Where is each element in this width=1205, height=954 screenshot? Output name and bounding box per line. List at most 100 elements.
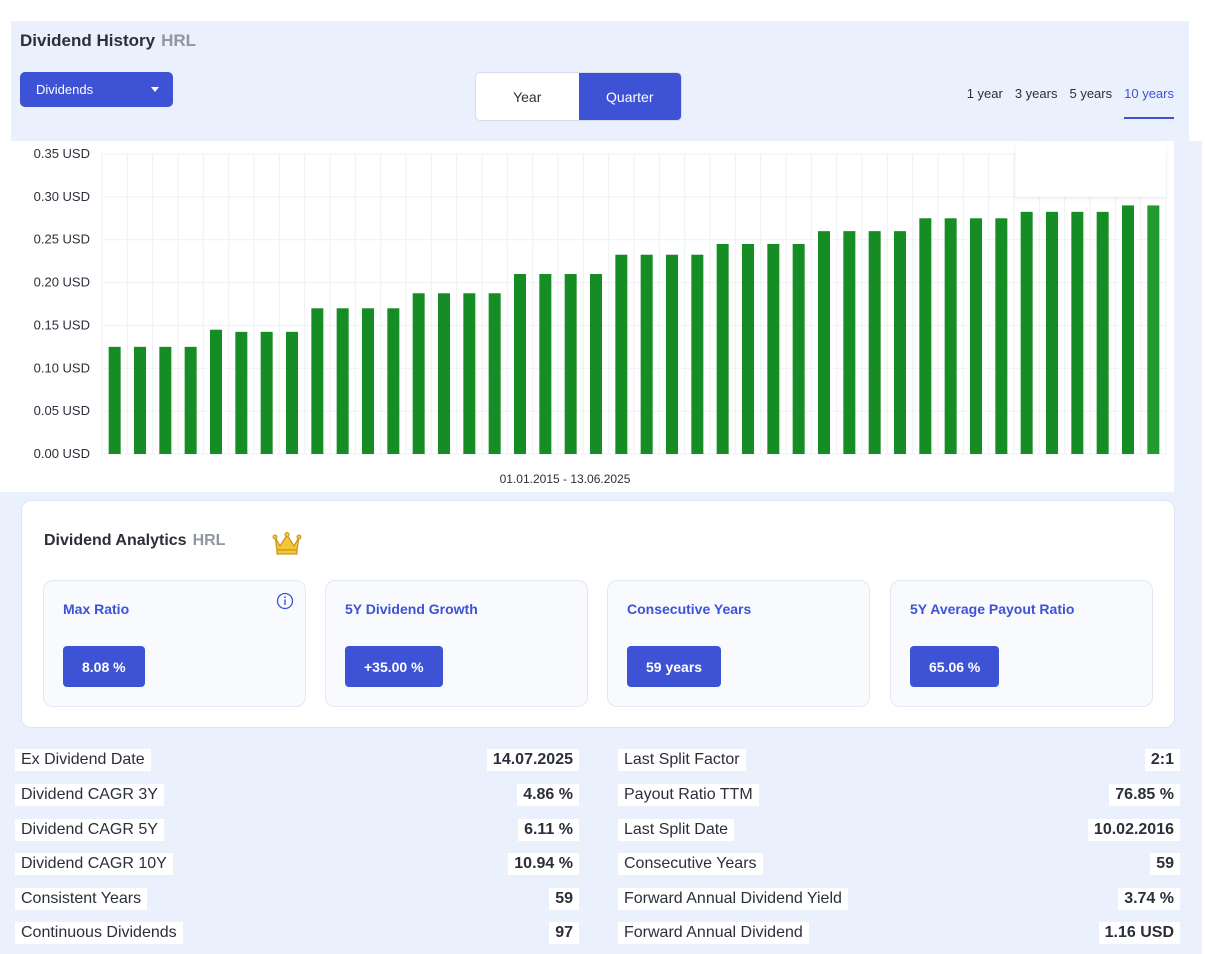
dividend-bar[interactable]: [210, 329, 222, 454]
stat-row: Dividend CAGR 5Y 6.11 %: [15, 819, 579, 841]
dividend-bar[interactable]: [159, 346, 172, 454]
dividend-bar[interactable]: [235, 331, 248, 454]
y-tick-label: 0.00 USD: [34, 446, 90, 461]
dividend-bar[interactable]: [564, 274, 577, 454]
card-label: Consecutive Years: [627, 601, 752, 617]
dividend-bar[interactable]: [362, 308, 374, 454]
stat-value: 59: [1150, 853, 1180, 875]
stat-label: Consecutive Years: [618, 853, 763, 875]
stat-value: 10.02.2016: [1087, 819, 1180, 841]
dividend-bar[interactable]: [666, 254, 678, 454]
y-tick-label: 0.35 USD: [34, 146, 90, 161]
dividend-growth-card: 5Y Dividend Growth +35.00 %: [325, 580, 588, 707]
stat-row: Forward Annual Dividend 1.16 USD: [618, 922, 1180, 944]
dividend-bar[interactable]: [260, 331, 273, 454]
dividend-bar[interactable]: [1020, 211, 1033, 454]
dividend-bar[interactable]: [716, 244, 729, 454]
y-tick-label: 0.30 USD: [34, 189, 90, 204]
dividend-bar[interactable]: [919, 218, 932, 454]
dividend-bar[interactable]: [1147, 205, 1160, 454]
dividend-bar[interactable]: [1046, 211, 1058, 454]
range-3-years[interactable]: 3 years: [1014, 86, 1058, 101]
dividend-bar[interactable]: [1122, 205, 1134, 454]
card-value: 59 years: [627, 646, 722, 687]
ticker-label: HRL: [161, 31, 197, 50]
stat-row: Last Split Date 10.02.2016: [618, 819, 1180, 841]
dividend-bar[interactable]: [995, 218, 1008, 454]
dividend-bar[interactable]: [108, 346, 121, 454]
dividend-bar[interactable]: [615, 254, 628, 454]
stat-row: Last Split Factor 2:1: [618, 749, 1180, 771]
info-icon[interactable]: [276, 592, 294, 615]
dividend-bar-chart: 0.00 USD 0.05 USD 0.10 USD 0.15 USD 0.20 USD…: [34, 146, 1167, 461]
metric-dropdown-value: Dividends: [36, 82, 94, 97]
stat-row: Continuous Dividends 97: [15, 922, 579, 944]
stat-value: 3.74 %: [1118, 888, 1180, 910]
card-value: 8.08 %: [63, 646, 145, 687]
dividend-bar[interactable]: [1096, 211, 1109, 454]
y-tick-label: 0.20 USD: [34, 275, 90, 290]
dividend-bar[interactable]: [134, 346, 146, 454]
dividend-bar[interactable]: [412, 293, 425, 454]
consecutive-years-card: Consecutive Years 59 years: [607, 580, 870, 707]
period-year-button[interactable]: Year: [513, 88, 542, 105]
dividend-bar[interactable]: [336, 308, 349, 454]
dividend-bar[interactable]: [818, 231, 830, 454]
y-tick-label: 0.10 USD: [34, 360, 90, 375]
stat-value: 10.94 %: [508, 853, 579, 875]
stat-label: Forward Annual Dividend: [618, 922, 809, 944]
analytics-ticker: HRL: [192, 532, 226, 549]
stat-label: Consistent Years: [15, 888, 148, 910]
y-tick-label: 0.25 USD: [34, 232, 90, 247]
range-10-years[interactable]: 10 years: [1124, 86, 1174, 119]
card-value: 65.06 %: [910, 646, 1000, 687]
dividend-bar[interactable]: [514, 274, 526, 454]
dividend-analytics-card: Dividend Analytics HRL Max Ratio 8.08 % 5…: [21, 500, 1175, 728]
y-tick-label: 0.15 USD: [34, 317, 90, 332]
stat-label: Dividend CAGR 3Y: [15, 784, 164, 806]
card-value: +35.00 %: [345, 646, 443, 687]
range-5-years[interactable]: 5 years: [1069, 86, 1113, 101]
dividend-bar[interactable]: [970, 218, 982, 454]
dividend-bar[interactable]: [868, 231, 881, 454]
dividend-bar[interactable]: [438, 293, 450, 454]
stat-row: Dividend CAGR 3Y 4.86 %: [15, 784, 579, 806]
dividend-bar[interactable]: [488, 293, 501, 454]
crown-icon: [272, 530, 302, 561]
dividend-bar[interactable]: [539, 274, 552, 454]
dividend-bar[interactable]: [590, 274, 602, 454]
page-title-text: Dividend History: [20, 31, 156, 50]
stat-value: 59: [549, 888, 579, 910]
dividend-bar[interactable]: [463, 293, 476, 454]
stat-value: 1.16 USD: [1098, 922, 1180, 944]
dividend-bar[interactable]: [843, 231, 856, 454]
dividend-bar[interactable]: [184, 346, 197, 454]
dividend-bar[interactable]: [894, 231, 906, 454]
card-label: Max Ratio: [63, 601, 130, 617]
dividend-bar[interactable]: [1071, 211, 1084, 454]
dividend-bar[interactable]: [767, 244, 780, 454]
dividend-bar[interactable]: [640, 254, 653, 454]
dividend-bar[interactable]: [311, 308, 324, 454]
range-selector: 1 year 3 years 5 years 10 years: [967, 86, 1174, 119]
period-quarter-button[interactable]: Quarter: [578, 73, 681, 120]
y-tick-label: 0.05 USD: [34, 403, 90, 418]
period-toggle: Year Quarter: [475, 72, 682, 121]
stat-value: 2:1: [1144, 749, 1180, 771]
stat-row: Dividend CAGR 10Y 10.94 %: [15, 853, 579, 875]
caret-down-icon: [151, 87, 159, 92]
metric-dropdown[interactable]: Dividends: [20, 72, 173, 107]
chart-tooltip: [1016, 141, 1166, 197]
stat-row: Ex Dividend Date 14.07.2025: [15, 749, 579, 771]
dividend-bar[interactable]: [286, 331, 298, 454]
dividend-bar[interactable]: [944, 218, 957, 454]
dividend-bar[interactable]: [691, 254, 704, 454]
card-label: 5Y Dividend Growth: [345, 601, 478, 617]
stat-row: Consecutive Years 59: [618, 853, 1180, 875]
panel-edge: [1174, 141, 1202, 492]
range-1-year[interactable]: 1 year: [966, 86, 1003, 101]
dividend-bar[interactable]: [792, 244, 805, 454]
dividend-bar[interactable]: [387, 308, 400, 454]
dividend-bar[interactable]: [742, 244, 754, 454]
stat-label: Last Split Date: [618, 819, 735, 841]
